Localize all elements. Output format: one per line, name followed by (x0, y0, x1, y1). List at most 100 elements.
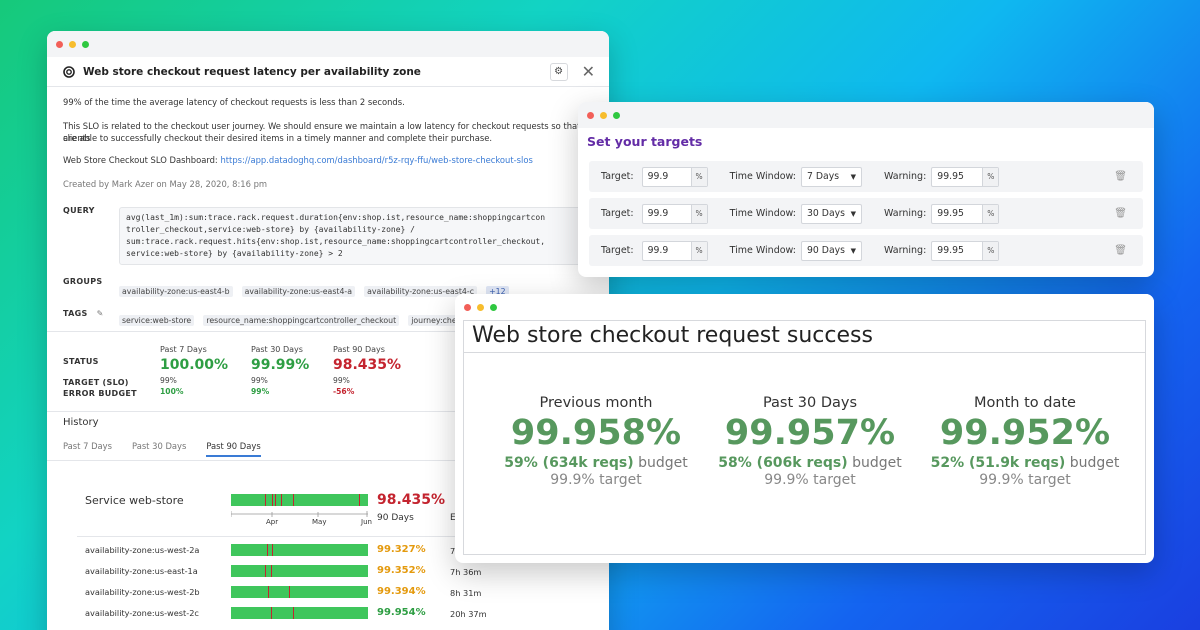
group-chip[interactable]: availability-zone:us-east4-a (241, 286, 356, 297)
minimize-dot-icon[interactable] (600, 111, 607, 119)
target-input[interactable]: 99.9 % (641, 240, 708, 261)
more-groups-chip[interactable]: +12 (486, 286, 509, 297)
time-window-select[interactable]: 7 Days ▼ (801, 166, 863, 187)
stat-value: 99.958% (510, 413, 682, 453)
dashboard-link[interactable]: https://app.datadoghq.com/dashboard/r5z-… (220, 155, 533, 165)
maximize-dot-icon[interactable] (613, 111, 620, 119)
zone-extra: 8h 31m (450, 588, 482, 598)
divider (47, 331, 609, 332)
status-target: 99% (251, 376, 268, 385)
target-value: 99.9 (647, 171, 669, 182)
slo-title: Web store checkout request latency per a… (83, 65, 421, 78)
error-tick (289, 586, 291, 598)
minimize-dot-icon[interactable] (69, 40, 76, 48)
pencil-icon[interactable]: ✎ (96, 309, 104, 318)
chevron-down-icon: ▼ (850, 172, 857, 181)
tab-past-30-days[interactable]: Past 30 Days (132, 441, 187, 451)
zone-label: availability-zone:us-west-2c (85, 608, 199, 618)
stat-value: 99.952% (939, 413, 1111, 453)
warning-label: Warning: (884, 171, 927, 182)
target-input[interactable]: 99.9 % (641, 203, 708, 224)
tag-chip[interactable]: resource_name:shoppingcartcontroller_che… (203, 315, 400, 326)
status-budget: -56% (333, 387, 355, 396)
target-label: Target: (601, 245, 634, 256)
window-titlebar (578, 102, 1154, 128)
time-window-value: 90 Days (807, 245, 846, 256)
time-window-value: 30 Days (807, 208, 846, 219)
zone-extra: 7 (450, 546, 456, 556)
tab-past-90-days[interactable]: Past 90 Days (206, 441, 261, 457)
warning-input[interactable]: 99.95 % (931, 203, 1000, 224)
error-tick (268, 586, 270, 598)
error-tick (275, 494, 277, 506)
maximize-dot-icon[interactable] (490, 303, 497, 311)
close-icon[interactable]: ✕ (581, 61, 595, 81)
budget-word: budget (852, 455, 902, 471)
stat-past-30-days: Past 30 Days 99.957% 58% (606k reqs) bud… (700, 395, 920, 488)
error-tick (267, 544, 269, 556)
stat-heading: Month to date (974, 395, 1076, 411)
slo-widget: Web store checkout request success Previ… (463, 320, 1146, 555)
error-tick (272, 544, 274, 556)
group-chip[interactable]: availability-zone:us-east4-b (119, 286, 233, 297)
error-tick (271, 565, 273, 577)
tag-chip[interactable]: service:web-store (119, 315, 195, 326)
axis-tick-jun: Jun (361, 518, 372, 526)
group-chip[interactable]: availability-zone:us-east4-c (364, 286, 477, 297)
gear-icon: ⚙ (554, 66, 564, 77)
service-uptime-bar (231, 494, 368, 506)
minimize-dot-icon[interactable] (477, 303, 484, 311)
window-label: Time Window: (729, 171, 797, 182)
zone-uptime-bar (231, 565, 368, 577)
warning-input[interactable]: 99.95 % (931, 240, 1000, 261)
error-tick (293, 607, 295, 619)
zone-uptime-bar (231, 607, 368, 619)
trash-icon[interactable]: 🗑 (1114, 208, 1127, 219)
history-tabs: Past 7 Days Past 30 Days Past 90 Days (63, 441, 261, 457)
slo-icon (63, 65, 75, 78)
target-input[interactable]: 99.9 % (641, 166, 708, 187)
query-box: avg(last_1m):sum:trace.rack.request.dura… (119, 207, 606, 265)
target-label: Target: (601, 208, 634, 219)
divider (47, 411, 609, 412)
stat-budget: 58% (606k reqs) budget (700, 455, 920, 471)
zone-pct: 99.327% (377, 544, 426, 555)
journey-text-1: This SLO is related to the checkout user… (63, 121, 581, 143)
groups-list: availability-zone:us-east4-b availabilit… (119, 279, 606, 298)
warning-value: 99.95 (937, 171, 964, 182)
trash-icon[interactable]: 🗑 (1114, 245, 1127, 256)
warning-label: Warning: (884, 245, 927, 256)
tag-chip[interactable]: journey:checkout (408, 315, 481, 326)
percent-unit: % (690, 204, 707, 223)
window-label: Time Window: (729, 208, 797, 219)
warning-input[interactable]: 99.95 % (931, 166, 1000, 187)
budget-word: budget (1069, 455, 1120, 471)
zone-label: availability-zone:us-west-2b (85, 587, 200, 597)
target-row: Target: 99.9 % Time Window: 30 Days ▼ Wa… (589, 198, 1143, 229)
tab-past-7-days[interactable]: Past 7 Days (63, 441, 113, 451)
target-value: 99.9 (647, 245, 669, 256)
time-window-select[interactable]: 30 Days ▼ (801, 203, 863, 224)
close-dot-icon[interactable] (56, 40, 63, 48)
budget-word: budget (638, 455, 688, 471)
settings-button[interactable]: ⚙ (549, 62, 568, 81)
close-dot-icon[interactable] (587, 111, 594, 119)
zone-extra: 20h 37m (450, 609, 487, 619)
time-window-select[interactable]: 90 Days ▼ (801, 240, 863, 261)
query-label: QUERY (63, 206, 95, 215)
axis-tick-may: May (312, 518, 327, 526)
trash-icon[interactable]: 🗑 (1114, 171, 1127, 182)
zone-uptime-bar (231, 544, 368, 556)
window-label: Time Window: (729, 245, 797, 256)
close-dot-icon[interactable] (464, 303, 471, 311)
time-window-value: 7 Days (807, 171, 840, 182)
target-row: Target: 99.9 % Time Window: 90 Days ▼ Wa… (589, 235, 1143, 266)
stat-previous-month: Previous month 99.958% 59% (634k reqs) b… (486, 395, 706, 488)
targets-title: Set your targets (587, 134, 703, 149)
stat-month-to-date: Month to date 99.952% 52% (51.9k reqs) b… (915, 395, 1135, 488)
maximize-dot-icon[interactable] (82, 40, 89, 48)
zone-label: availability-zone:us-west-2a (85, 545, 200, 555)
tags-list: service:web-store resource_name:shopping… (119, 308, 606, 327)
zone-pct: 99.954% (377, 607, 426, 618)
stat-value: 99.957% (724, 413, 896, 453)
